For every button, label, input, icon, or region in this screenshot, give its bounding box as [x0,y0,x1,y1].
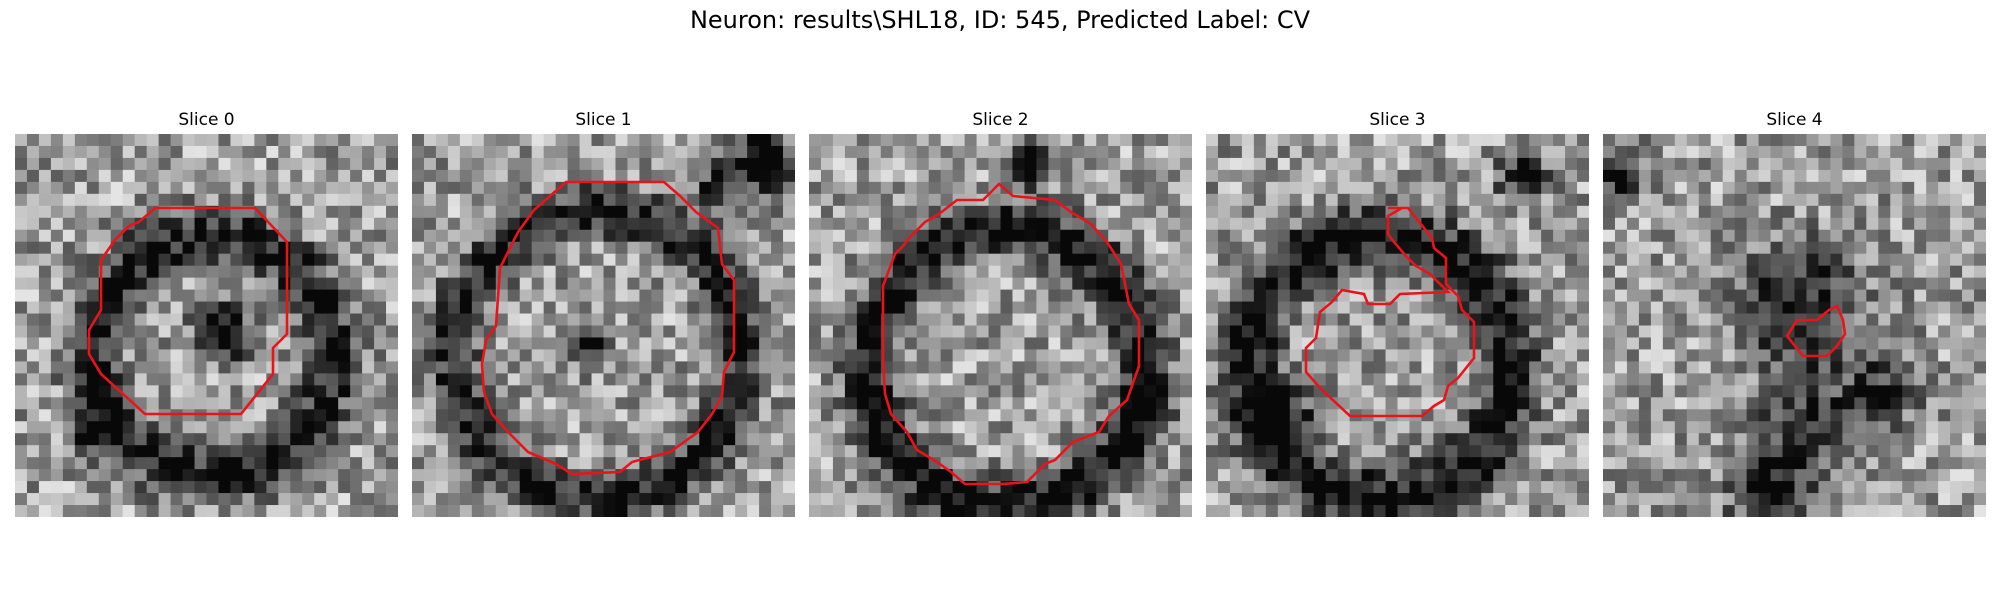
slice-3-image [1206,134,1589,517]
slice-4-contour [1785,304,1847,358]
slice-1-contour [480,180,736,476]
slice-4-pixels [1603,134,1986,517]
slice-0-pixels [15,134,398,517]
slice-2-title: Slice 2 [972,110,1029,130]
slice-0-contour [87,206,289,416]
figure-title: Neuron: results\SHL18, ID: 545, Predicte… [689,6,1311,34]
slice-2-image [809,134,1192,517]
slice-4-image [1603,134,1986,517]
slice-3-contour [1304,206,1476,418]
slice-2-pixels [809,134,1192,517]
slice-4-title: Slice 4 [1766,110,1823,130]
slice-0-title: Slice 0 [178,110,235,130]
slice-1-pixels [412,134,795,517]
slice-2-contour [881,182,1141,486]
slice-3-pixels [1206,134,1589,517]
slice-3-title: Slice 3 [1369,110,1426,130]
slice-1-image [412,134,795,517]
slice-1-title: Slice 1 [575,110,632,130]
slice-0-image [15,134,398,517]
